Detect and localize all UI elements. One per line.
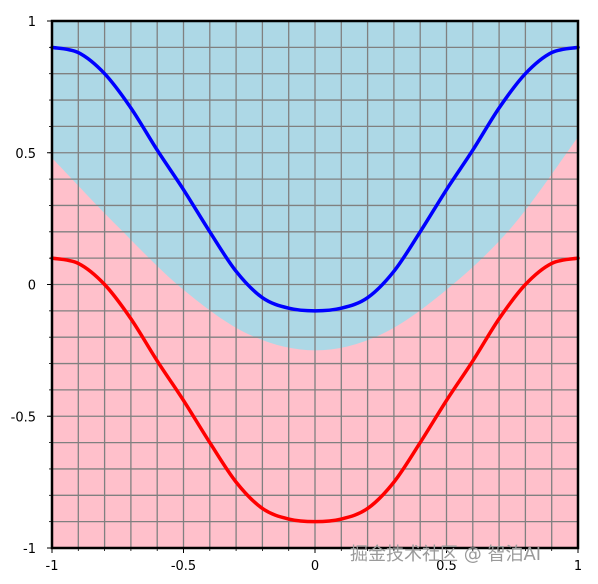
x-tick-label: 0 [311,559,319,574]
y-tick-label: -0.5 [11,410,36,425]
axis-ticks: -1 -0.5 0 0.5 1 -1 -0.5 0 0.5 1 [11,15,583,574]
x-tick-label: 0.5 [436,559,457,574]
x-tick-label: -1 [46,559,59,574]
x-tick-label: 1 [574,559,582,574]
grid [51,20,579,549]
y-tick-label: -1 [23,542,36,557]
y-tick-label: 1 [28,15,36,30]
watermark: 掘金技术社区 @ 智泊AI [350,544,541,565]
x-tick-label: -0.5 [171,559,196,574]
y-tick-label: 0.5 [15,147,36,162]
y-tick-label: 0 [28,279,36,294]
series-line-blue [50,45,580,313]
series-line-red [50,256,580,524]
series-lines [50,45,580,524]
